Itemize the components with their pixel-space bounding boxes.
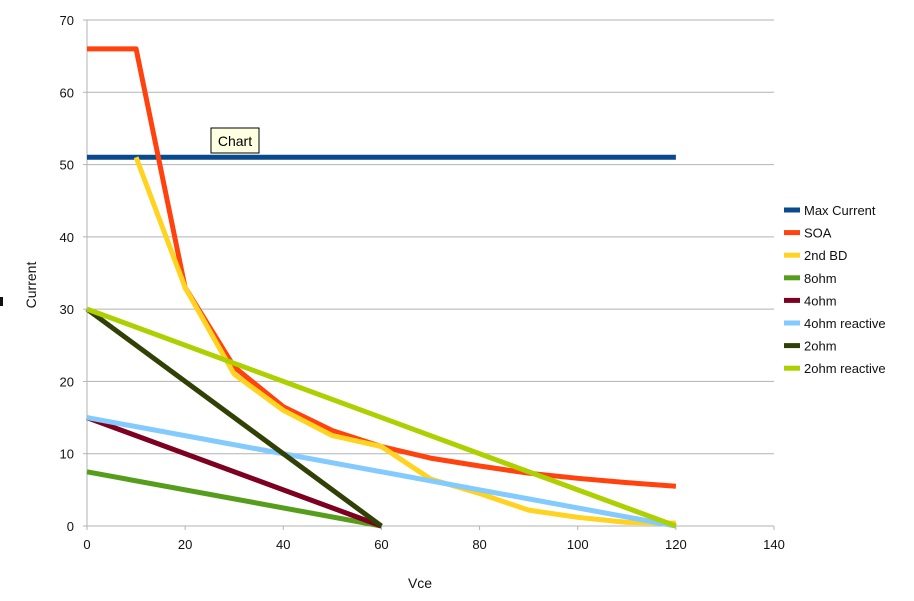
y-tick-label: 30	[60, 302, 74, 317]
series-line-2ohm-reactive	[86, 306, 677, 529]
legend-label: 2ohm	[804, 339, 837, 354]
y-tick-label: 50	[60, 158, 74, 173]
axis-tick-marker	[0, 297, 3, 306]
y-tick-label: 0	[67, 519, 74, 534]
axes: 0 10 20 30 40 50 60 70 0 20 40 60 80 100 120 140	[60, 13, 785, 552]
legend-label: 4ohm reactive	[804, 316, 886, 331]
grid	[87, 19, 774, 527]
legend-label: 2nd BD	[804, 248, 847, 263]
legend: Max Current SOA 2nd BD 8ohm 4ohm 4ohm reactiv…	[784, 203, 886, 376]
y-tick-label: 70	[60, 13, 74, 28]
y-axis-title: Current	[23, 262, 39, 309]
x-tick-label: 20	[178, 537, 192, 552]
legend-label: 2ohm reactive	[804, 361, 886, 376]
series-line-4ohm-reactive	[86, 415, 677, 529]
x-axis-title: Vce	[408, 575, 432, 591]
y-tick-label: 10	[60, 447, 74, 462]
x-tick-label: 0	[83, 537, 90, 552]
x-tick-label: 120	[665, 537, 687, 552]
series-line-2ohm	[85, 307, 383, 529]
x-tick-label: 140	[763, 537, 785, 552]
x-tick-label: 40	[276, 537, 290, 552]
series-line-8ohm	[86, 469, 382, 529]
tooltip-label: Chart	[218, 133, 252, 149]
series-line-2nd-bd	[133, 156, 676, 526]
series-lines	[85, 46, 677, 529]
chart-tooltip: Chart	[210, 127, 260, 154]
legend-label: Max Current	[804, 203, 876, 218]
tooltip-box	[210, 127, 260, 154]
legend-label: 4ohm	[804, 293, 837, 308]
series-line-4ohm	[86, 415, 383, 529]
x-tick-label: 60	[374, 537, 388, 552]
legend-label: SOA	[804, 226, 832, 241]
x-tick-label: 100	[567, 537, 589, 552]
y-tick-label: 40	[60, 230, 74, 245]
y-tick-label: 60	[60, 85, 74, 100]
x-tick-label: 80	[472, 537, 486, 552]
legend-label: 8ohm	[804, 271, 837, 286]
y-tick-label: 20	[60, 374, 74, 389]
